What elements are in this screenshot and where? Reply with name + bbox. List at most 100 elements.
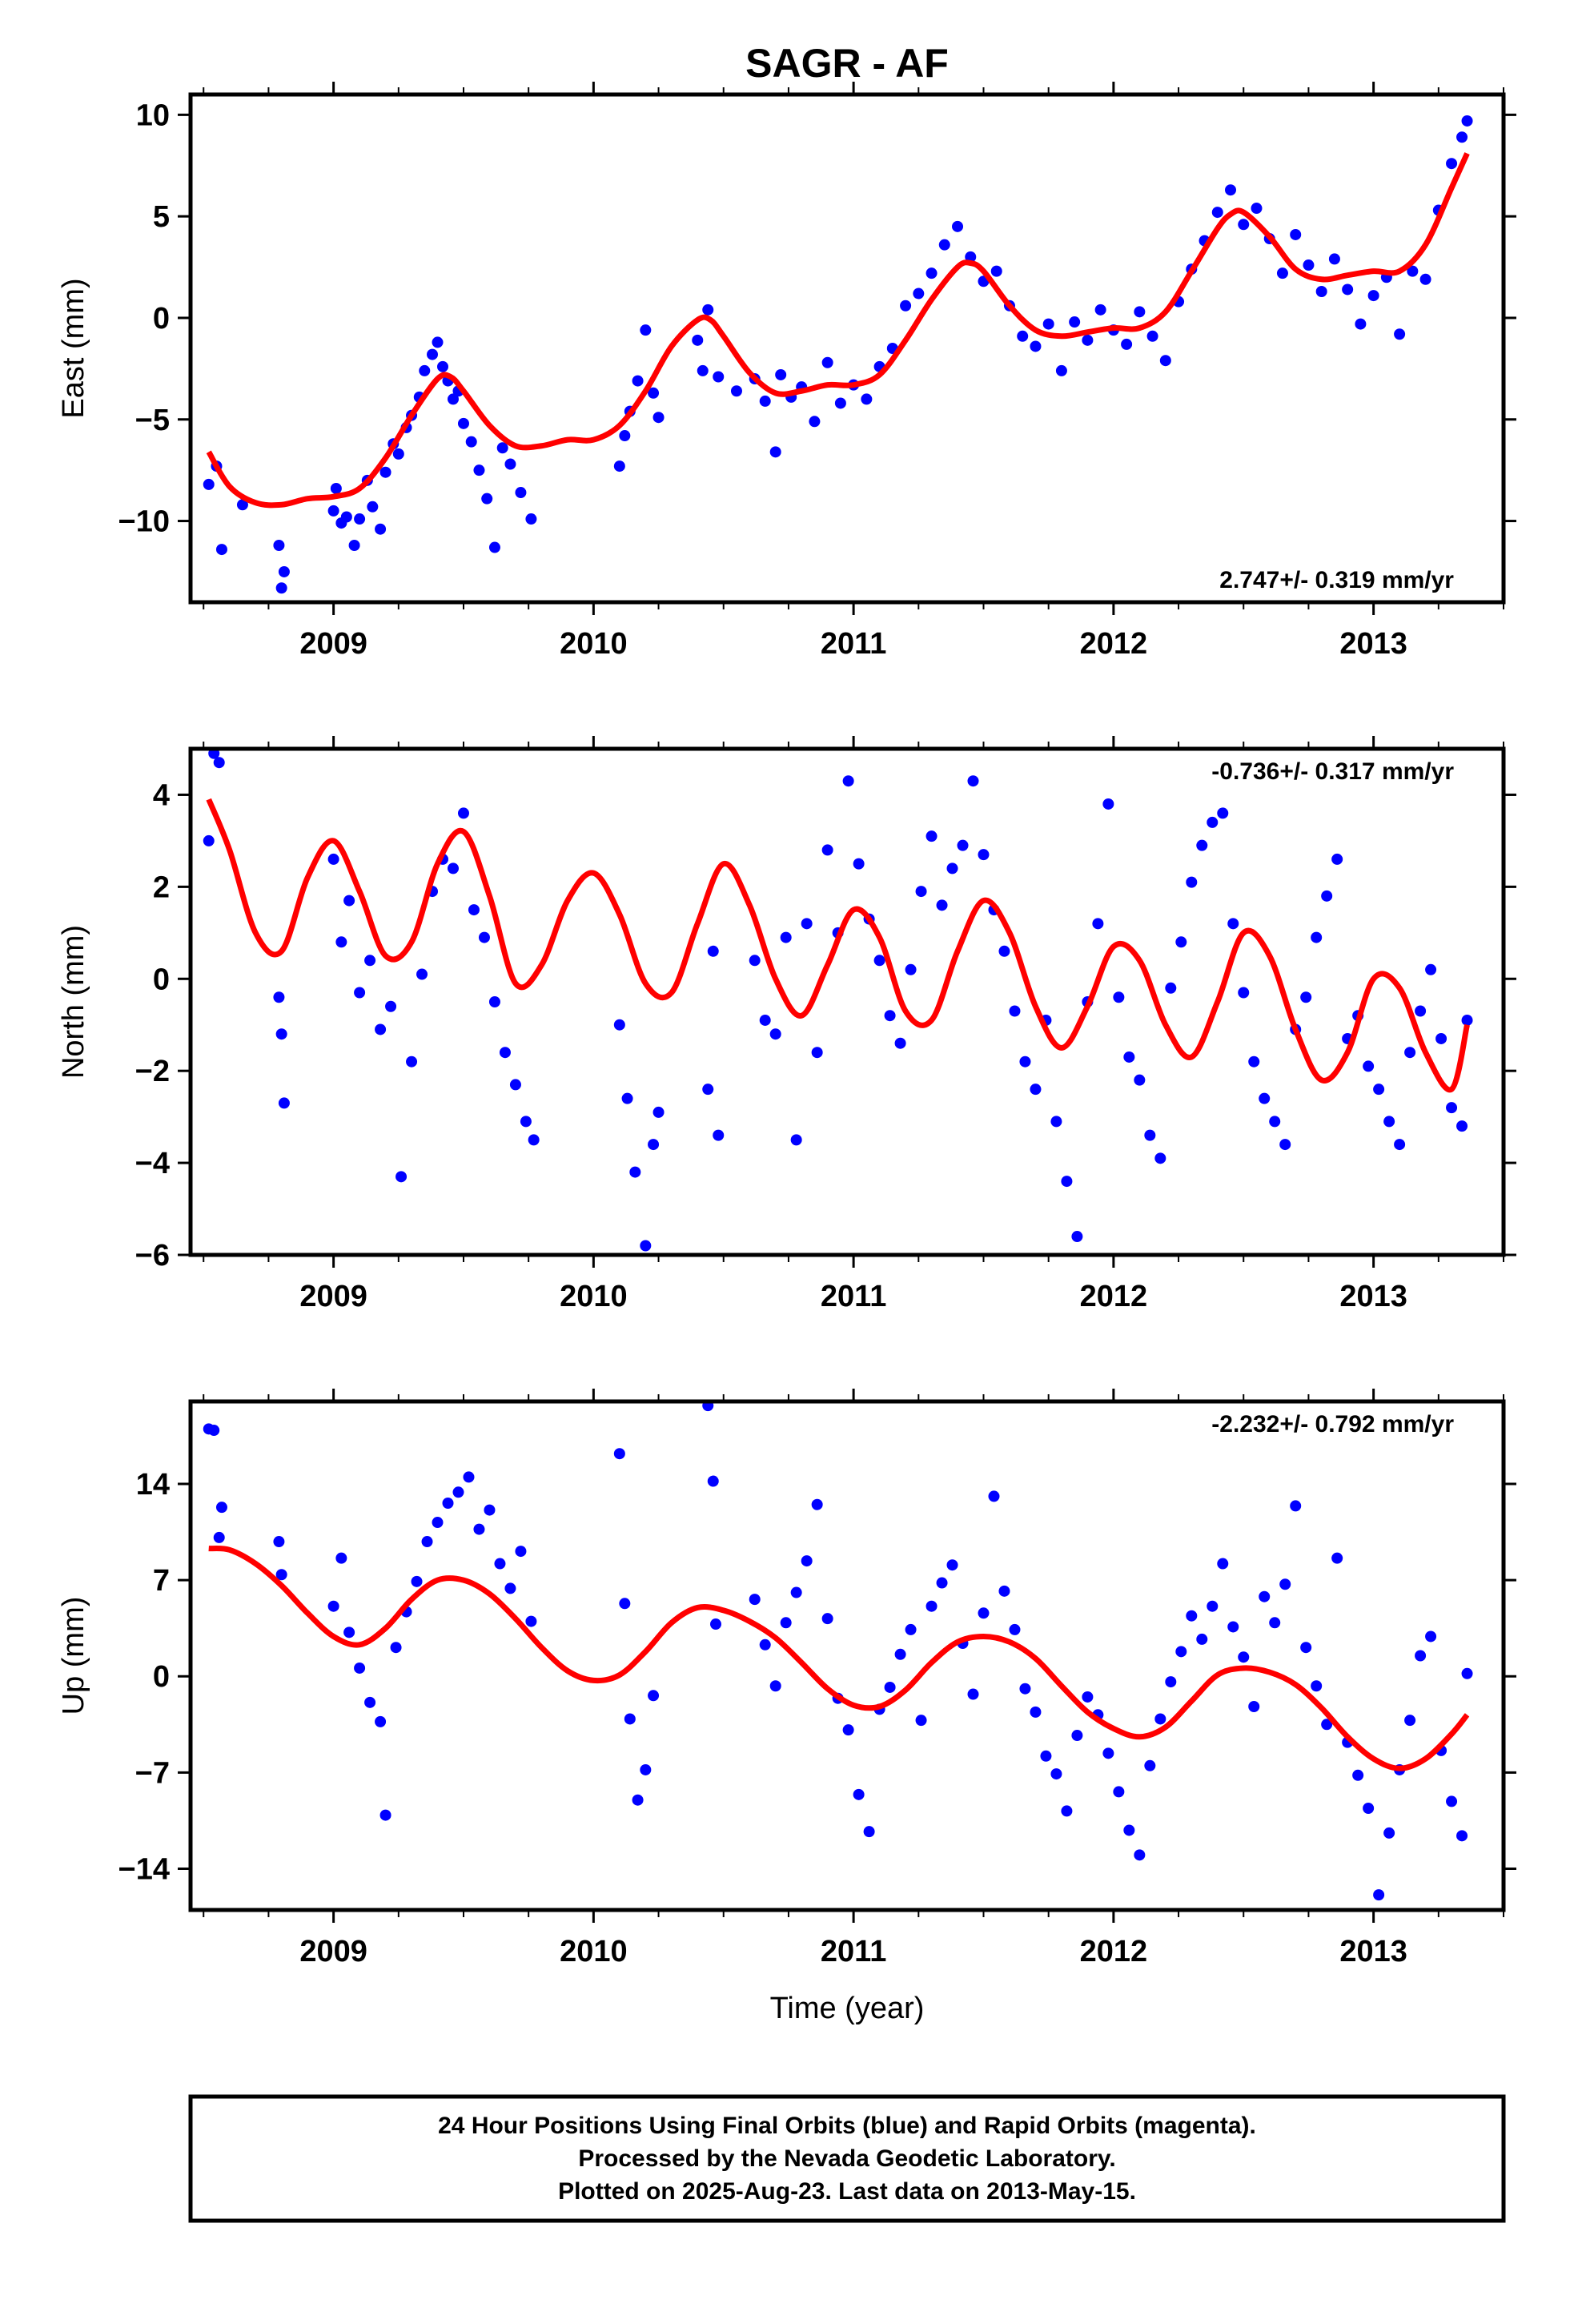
data-point bbox=[278, 565, 290, 577]
data-point bbox=[1009, 1005, 1021, 1017]
data-point bbox=[1123, 1824, 1135, 1836]
x-tick-label: 2009 bbox=[299, 1280, 367, 1313]
data-point bbox=[702, 304, 714, 316]
data-point bbox=[463, 1471, 475, 1483]
data-point bbox=[1461, 115, 1473, 127]
data-point bbox=[913, 287, 925, 300]
data-point bbox=[1394, 1139, 1406, 1151]
data-point bbox=[702, 1084, 714, 1096]
data-point bbox=[801, 918, 813, 930]
data-point bbox=[710, 1618, 721, 1630]
x-tick-label: 2013 bbox=[1339, 1280, 1407, 1313]
data-point bbox=[780, 1617, 792, 1629]
data-point bbox=[769, 446, 781, 458]
data-point bbox=[809, 416, 821, 428]
data-point bbox=[640, 324, 652, 336]
data-point bbox=[1331, 853, 1343, 865]
data-point bbox=[1217, 807, 1229, 819]
x-axis-label: Time (year) bbox=[770, 1992, 925, 2025]
data-point bbox=[385, 1000, 397, 1012]
data-point bbox=[1227, 1621, 1239, 1633]
data-point bbox=[1238, 1651, 1250, 1663]
data-point bbox=[203, 834, 215, 846]
data-point bbox=[1300, 991, 1312, 1003]
data-point bbox=[1404, 1715, 1416, 1727]
data-point bbox=[273, 1536, 285, 1548]
x-tick-label: 2013 bbox=[1339, 627, 1407, 661]
x-tick-label: 2011 bbox=[821, 1935, 886, 1968]
up-axis-ticks bbox=[178, 1389, 1516, 1923]
x-tick-label: 2013 bbox=[1339, 1935, 1407, 1968]
model-curve bbox=[206, 798, 1470, 1093]
data-point bbox=[821, 356, 833, 368]
data-point bbox=[1238, 987, 1250, 999]
data-point bbox=[488, 996, 500, 1007]
data-point bbox=[697, 364, 709, 376]
data-point bbox=[619, 430, 631, 442]
data-point bbox=[275, 1569, 287, 1581]
data-point bbox=[1159, 355, 1171, 367]
data-point bbox=[1050, 1768, 1062, 1780]
east-observations bbox=[203, 115, 1473, 594]
data-point bbox=[448, 393, 459, 405]
data-point bbox=[379, 1809, 391, 1821]
data-point bbox=[1196, 1633, 1208, 1645]
data-point bbox=[499, 1047, 511, 1059]
data-point bbox=[801, 1555, 813, 1567]
data-point bbox=[936, 1577, 948, 1589]
data-point bbox=[632, 1794, 644, 1806]
data-point bbox=[275, 582, 287, 594]
data-point bbox=[340, 511, 352, 523]
data-point bbox=[419, 364, 431, 376]
y-tick-label: 4 bbox=[153, 778, 170, 812]
data-point bbox=[1030, 340, 1042, 352]
data-point bbox=[1367, 290, 1379, 302]
data-point bbox=[965, 251, 977, 263]
data-point bbox=[330, 482, 342, 494]
data-point bbox=[894, 1648, 906, 1660]
data-point bbox=[354, 987, 366, 999]
data-point bbox=[236, 499, 248, 511]
data-point bbox=[1315, 285, 1327, 297]
data-point bbox=[396, 1171, 408, 1183]
data-point bbox=[525, 1615, 537, 1627]
data-point bbox=[749, 955, 761, 967]
data-point bbox=[769, 1680, 781, 1692]
data-point bbox=[215, 1502, 227, 1514]
data-point bbox=[1175, 1646, 1187, 1658]
x-tick-label: 2011 bbox=[821, 627, 886, 661]
data-point bbox=[1207, 1600, 1219, 1612]
data-point bbox=[1461, 1014, 1473, 1026]
data-point bbox=[648, 1690, 660, 1702]
data-point bbox=[821, 844, 833, 856]
east-tick-labels: 2009 2010 2011 2012 2013 10 5 0 −5 −10 bbox=[118, 99, 1407, 661]
data-point bbox=[473, 464, 485, 476]
east-plot-frame bbox=[188, 92, 1506, 605]
north-axis-ticks bbox=[178, 736, 1516, 1268]
data-point bbox=[442, 1498, 454, 1509]
data-point bbox=[1082, 334, 1094, 346]
up-panel: 2009 2010 2011 2012 2013 14 7 0 −7 −14 Up (mm) -2… bbox=[57, 1389, 1516, 1968]
data-point bbox=[457, 417, 469, 429]
data-point bbox=[525, 513, 537, 525]
data-point bbox=[1144, 1759, 1156, 1771]
data-point bbox=[335, 936, 347, 948]
data-point bbox=[936, 899, 948, 911]
data-point bbox=[998, 1585, 1010, 1597]
data-point bbox=[1363, 1060, 1375, 1072]
data-point bbox=[1071, 1231, 1083, 1243]
data-point bbox=[1276, 267, 1288, 279]
data-point bbox=[749, 1594, 761, 1606]
data-point bbox=[1019, 1055, 1031, 1068]
data-point bbox=[853, 858, 865, 870]
data-point bbox=[1227, 918, 1239, 930]
data-point bbox=[520, 1116, 532, 1128]
data-point bbox=[619, 1598, 631, 1610]
y-tick-label: −6 bbox=[135, 1239, 170, 1273]
data-point bbox=[1311, 931, 1323, 943]
data-point bbox=[494, 1558, 506, 1570]
data-point bbox=[484, 1504, 496, 1516]
data-point bbox=[853, 1788, 865, 1800]
data-point bbox=[640, 1763, 652, 1775]
